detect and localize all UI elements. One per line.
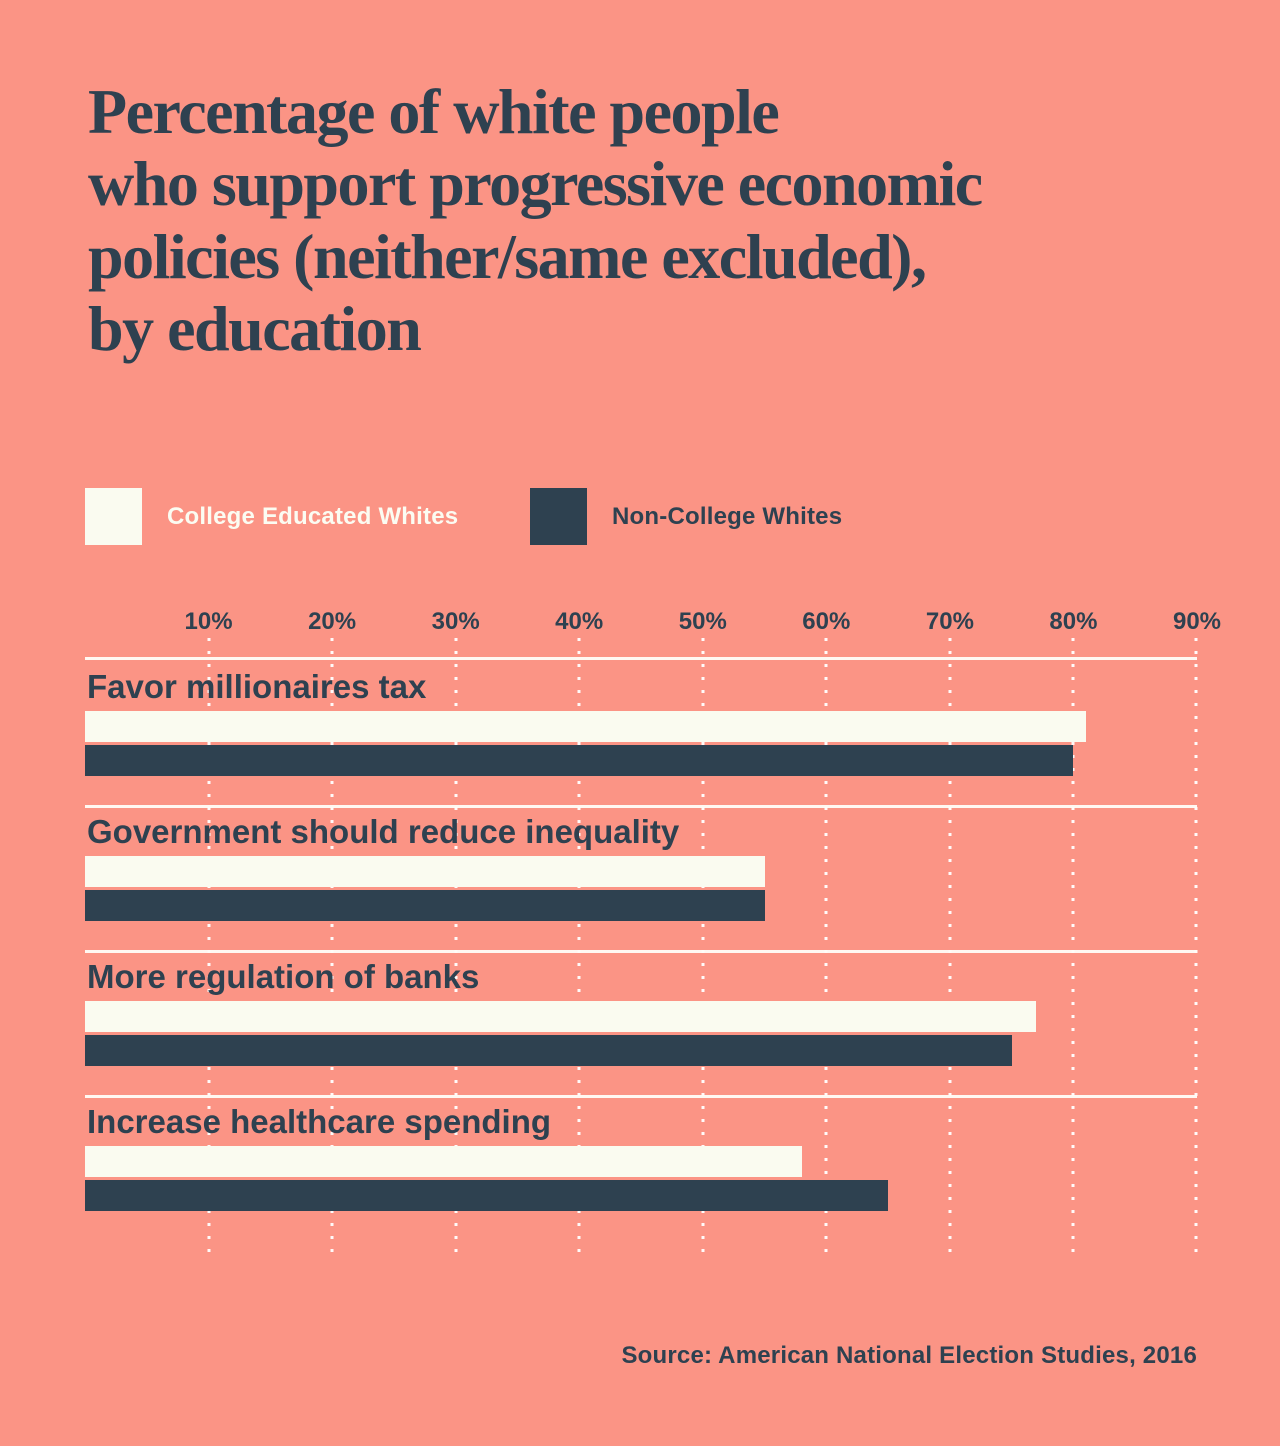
row-separator <box>85 950 1197 953</box>
axis-tick-40: 40% <box>555 608 604 635</box>
category-label: Increase healthcare spending <box>87 1103 552 1140</box>
legend-label-college: College Educated Whites <box>167 502 459 530</box>
legend-label-noncollege: Non-College Whites <box>612 502 843 530</box>
axis-tick-30: 30% <box>431 608 480 635</box>
row-separator <box>85 1095 1197 1098</box>
legend: College Educated Whites Non-College Whit… <box>85 488 1197 545</box>
bar-college-millionaires-tax <box>85 711 1086 742</box>
page-title: Percentage of white people who support p… <box>88 76 983 364</box>
row-separator <box>85 805 1197 808</box>
legend-item-college: College Educated Whites <box>85 488 458 545</box>
category-row-millionaires-tax: Favor millionaires tax <box>85 660 1197 805</box>
plot-area: Favor millionaires tax Government should… <box>85 638 1198 1262</box>
bar-college-healthcare-spending <box>85 1146 802 1177</box>
bar-noncollege-millionaires-tax <box>85 745 1074 776</box>
category-label: Government should reduce inequality <box>87 813 680 850</box>
legend-swatch-college <box>85 488 142 545</box>
bar-college-reduce-inequality <box>85 856 765 887</box>
category-row-healthcare-spending: Increase healthcare spending <box>85 1095 1197 1240</box>
axis-tick-90: 90% <box>1172 608 1222 635</box>
bar-noncollege-bank-regulation <box>85 1035 1012 1066</box>
legend-item-noncollege: Non-College Whites <box>530 488 842 545</box>
source-note: Source: American National Election Studi… <box>621 1342 1197 1369</box>
category-label: Favor millionaires tax <box>87 668 427 705</box>
category-row-reduce-inequality: Government should reduce inequality <box>85 805 1197 950</box>
x-axis-line <box>85 657 1197 660</box>
category-row-bank-regulation: More regulation of banks <box>85 950 1197 1095</box>
axis-tick-20: 20% <box>308 608 357 635</box>
axis-tick-70: 70% <box>925 608 974 635</box>
category-label: More regulation of banks <box>87 958 480 995</box>
axis-tick-60: 60% <box>802 608 851 635</box>
legend-swatch-noncollege <box>530 488 587 545</box>
bar-noncollege-healthcare-spending <box>85 1180 889 1211</box>
axis-tick-80: 80% <box>1049 608 1098 635</box>
x-axis-tick-labels: 10% 20% 30% 40% 50% 60% 70% 80% 90% <box>85 608 1222 640</box>
bar-noncollege-reduce-inequality <box>85 890 765 921</box>
axis-tick-10: 10% <box>184 608 233 635</box>
bar-college-bank-regulation <box>85 1001 1037 1032</box>
axis-tick-50: 50% <box>678 608 727 635</box>
